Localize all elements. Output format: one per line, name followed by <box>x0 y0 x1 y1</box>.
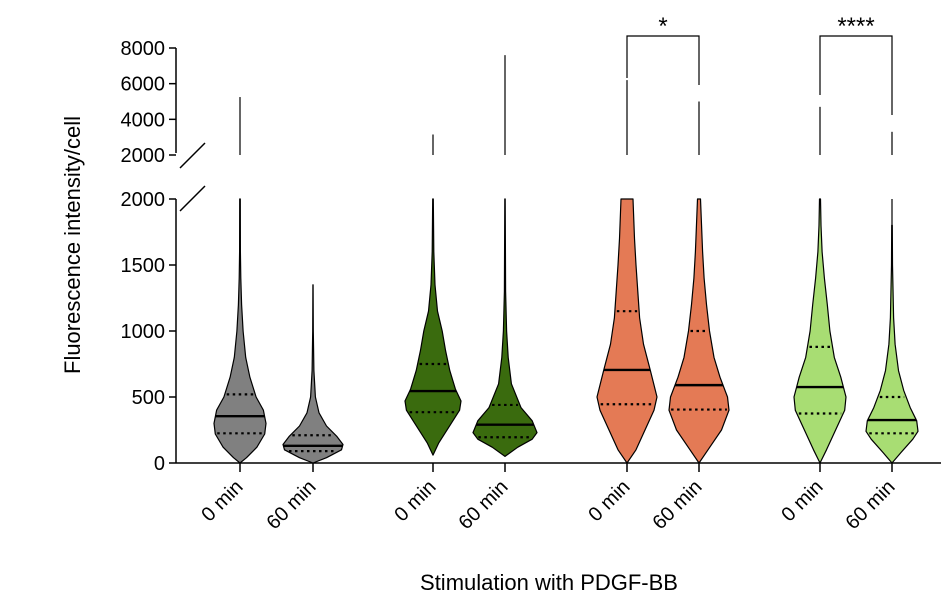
x-tick-labels: 0 min 60 min 0 min 60 min 0 min 60 min 0 min 60… <box>197 463 900 534</box>
x-tick-label: 60 min <box>263 476 321 534</box>
bracket-line <box>626 35 700 85</box>
significance-bracket: * <box>626 13 700 85</box>
violins <box>213 55 919 464</box>
y-tick-label: 0 <box>154 453 165 475</box>
significance-label: * <box>658 13 667 40</box>
violin <box>793 106 847 464</box>
x-tick-label: 0 min <box>197 476 247 526</box>
y-ticks: 0 500 1000 1500 2000 2000 4000 6000 8000 <box>121 38 176 475</box>
significance-annotations: * **** <box>626 13 893 115</box>
violin <box>404 134 462 456</box>
y-tick-label: 8000 <box>121 38 166 60</box>
x-tick-label: 0 min <box>390 476 440 526</box>
y-tick-label: 2000 <box>121 145 166 167</box>
y-tick-label: 1500 <box>121 255 166 277</box>
x-tick-label: 0 min <box>584 476 634 526</box>
x-axis-title: Stimulation with PDGF-BB <box>420 570 678 594</box>
violin-body <box>404 198 462 456</box>
x-tick-label: 60 min <box>842 476 900 534</box>
violin-body <box>213 198 267 464</box>
y-tick-label: 2000 <box>121 189 166 211</box>
violin <box>596 80 658 464</box>
significance-label: **** <box>837 13 874 40</box>
violin-body <box>282 284 344 464</box>
y-tick-label: 4000 <box>121 109 166 131</box>
violin-body <box>793 198 847 464</box>
violin <box>865 131 919 464</box>
violin-body <box>596 198 658 464</box>
violin <box>282 284 344 464</box>
violin <box>668 101 730 464</box>
x-tick-label: 60 min <box>455 476 513 534</box>
x-tick-label: 60 min <box>649 476 707 534</box>
axis-break-mark-lower <box>179 185 206 212</box>
x-tick-label: 0 min <box>777 476 827 526</box>
significance-bracket: **** <box>819 13 893 115</box>
bracket-line <box>819 35 893 115</box>
y-tick-label: 6000 <box>121 74 166 96</box>
violin <box>213 97 267 464</box>
violin-body <box>865 224 919 464</box>
violin-body <box>472 198 538 457</box>
axis-break-mark-upper <box>179 142 206 169</box>
violin <box>472 55 538 457</box>
y-tick-label: 500 <box>132 387 165 409</box>
y-tick-label: 1000 <box>121 321 166 343</box>
y-axis-title: Fluorescence intensity/cell <box>60 116 85 374</box>
